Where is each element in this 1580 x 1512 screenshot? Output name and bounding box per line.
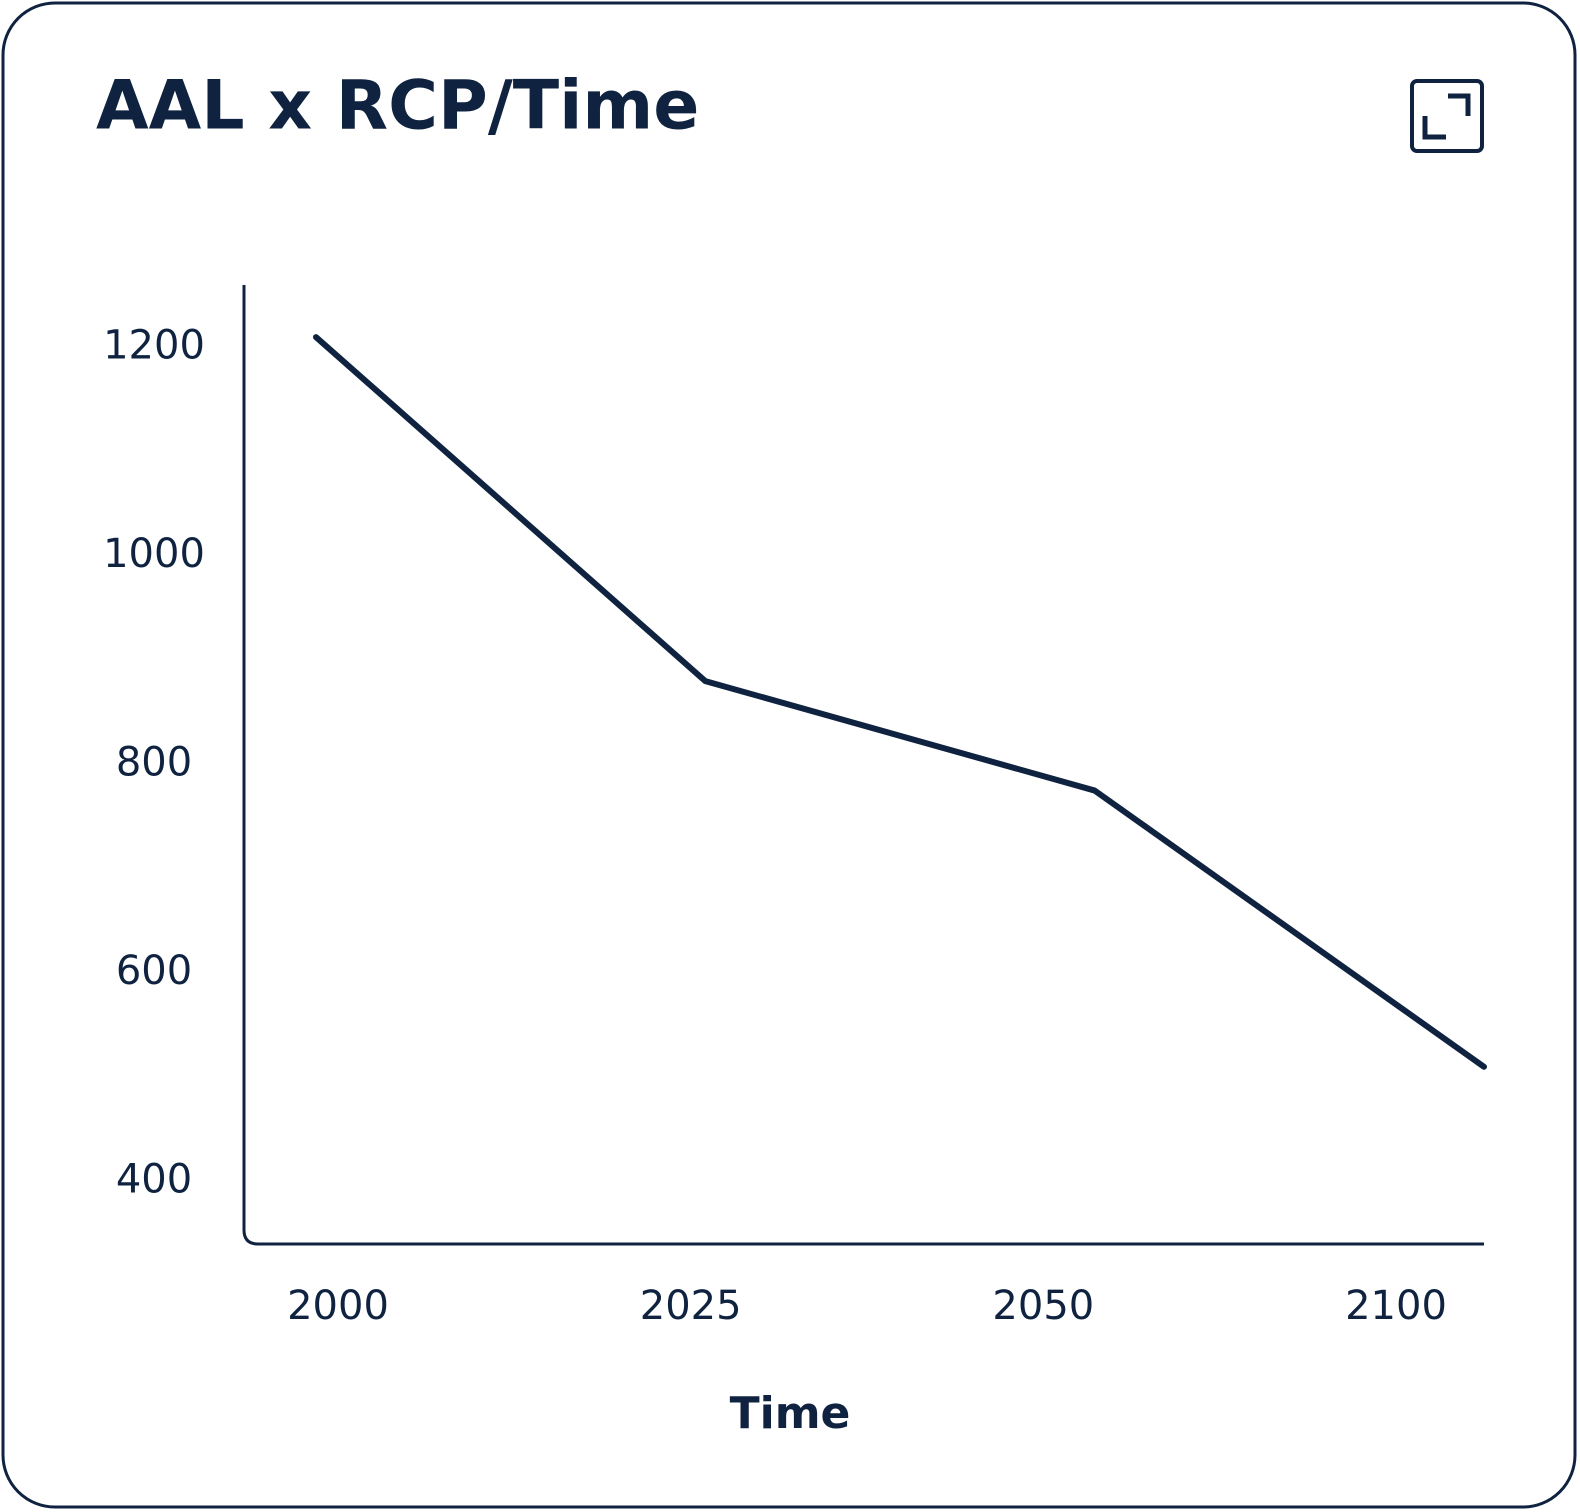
expand-button[interactable] — [1410, 79, 1484, 153]
x-tick-label: 2000 — [287, 1283, 389, 1329]
y-tick-label: 1000 — [103, 531, 205, 577]
x-axis-label: Time — [730, 1388, 851, 1439]
expand-icon — [1422, 93, 1471, 140]
x-tick-label: 2025 — [640, 1283, 742, 1329]
y-tick-label: 1200 — [103, 323, 205, 369]
x-tick-label: 2100 — [1345, 1283, 1447, 1329]
chart-title: AAL x RCP/Time — [96, 67, 699, 146]
axes — [242, 285, 1484, 1246]
expand-frame — [1410, 79, 1484, 153]
x-tick-label: 2050 — [992, 1283, 1094, 1329]
y-tick-label: 400 — [116, 1156, 192, 1202]
y-tick-label: 800 — [116, 740, 192, 786]
y-tick-label: 600 — [116, 948, 192, 994]
data-line — [313, 334, 1487, 1070]
